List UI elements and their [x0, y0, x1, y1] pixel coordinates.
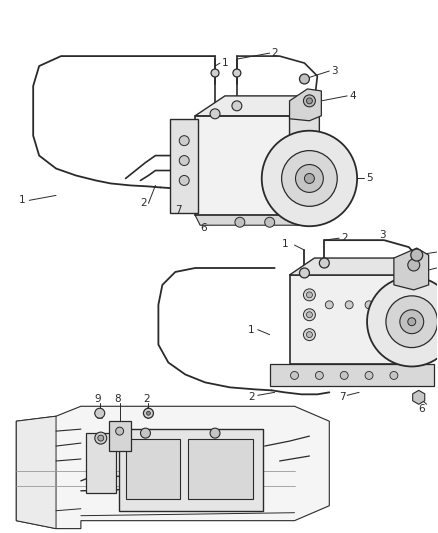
- Circle shape: [304, 95, 315, 107]
- Circle shape: [296, 165, 323, 192]
- Circle shape: [98, 435, 104, 441]
- FancyBboxPatch shape: [126, 439, 180, 499]
- Circle shape: [345, 301, 353, 309]
- Polygon shape: [16, 406, 329, 529]
- Text: 3: 3: [379, 230, 385, 240]
- Polygon shape: [413, 390, 425, 404]
- Circle shape: [365, 301, 373, 309]
- FancyBboxPatch shape: [170, 119, 198, 213]
- Circle shape: [146, 411, 150, 415]
- Polygon shape: [195, 96, 319, 116]
- Polygon shape: [404, 258, 414, 365]
- Polygon shape: [16, 416, 56, 529]
- Text: 1: 1: [282, 239, 288, 249]
- Circle shape: [179, 136, 189, 146]
- FancyBboxPatch shape: [119, 429, 263, 511]
- FancyBboxPatch shape: [195, 116, 290, 215]
- Circle shape: [340, 372, 348, 379]
- Text: 2: 2: [272, 48, 278, 58]
- Circle shape: [386, 296, 438, 348]
- Text: 2: 2: [248, 392, 254, 402]
- Text: 3: 3: [331, 66, 338, 76]
- Circle shape: [325, 301, 333, 309]
- Text: 4: 4: [349, 91, 356, 101]
- Text: 7: 7: [339, 392, 346, 402]
- Text: 2: 2: [144, 394, 150, 405]
- Circle shape: [95, 408, 105, 418]
- Circle shape: [235, 217, 245, 227]
- Circle shape: [390, 372, 398, 379]
- FancyBboxPatch shape: [290, 275, 404, 365]
- Polygon shape: [290, 96, 319, 215]
- Circle shape: [265, 217, 275, 227]
- Circle shape: [179, 175, 189, 185]
- Circle shape: [210, 109, 220, 119]
- Circle shape: [307, 98, 312, 104]
- Circle shape: [304, 329, 315, 341]
- Text: 5: 5: [366, 173, 373, 183]
- FancyBboxPatch shape: [188, 439, 253, 499]
- FancyBboxPatch shape: [86, 433, 116, 493]
- Circle shape: [300, 74, 309, 84]
- Text: 1: 1: [19, 196, 26, 205]
- Circle shape: [300, 268, 309, 278]
- Circle shape: [304, 289, 315, 301]
- Polygon shape: [290, 89, 321, 121]
- Circle shape: [144, 408, 153, 418]
- Circle shape: [141, 428, 150, 438]
- FancyBboxPatch shape: [109, 421, 131, 451]
- Circle shape: [365, 372, 373, 379]
- Circle shape: [262, 131, 357, 226]
- Text: 9: 9: [95, 394, 102, 405]
- Circle shape: [290, 372, 298, 379]
- Circle shape: [411, 249, 423, 261]
- Circle shape: [233, 69, 241, 77]
- FancyBboxPatch shape: [270, 365, 434, 386]
- Polygon shape: [394, 248, 429, 290]
- Circle shape: [319, 258, 329, 268]
- Circle shape: [408, 318, 416, 326]
- Text: 2: 2: [341, 233, 348, 243]
- Circle shape: [367, 277, 438, 367]
- Circle shape: [210, 428, 220, 438]
- Circle shape: [179, 156, 189, 166]
- Text: 4: 4: [417, 257, 424, 267]
- Circle shape: [116, 427, 124, 435]
- Circle shape: [408, 259, 420, 271]
- Circle shape: [307, 332, 312, 337]
- Circle shape: [304, 173, 314, 183]
- Circle shape: [307, 292, 312, 298]
- Text: 1: 1: [222, 58, 229, 68]
- Text: 6: 6: [200, 223, 207, 233]
- Circle shape: [211, 69, 219, 77]
- Text: 1: 1: [248, 325, 254, 335]
- Text: 5: 5: [419, 310, 425, 320]
- Circle shape: [307, 312, 312, 318]
- Circle shape: [304, 309, 315, 321]
- Circle shape: [282, 151, 337, 206]
- Text: 2: 2: [141, 198, 147, 208]
- Text: 7: 7: [175, 205, 182, 215]
- Circle shape: [400, 310, 424, 334]
- Text: 8: 8: [115, 394, 121, 405]
- Text: 6: 6: [419, 404, 425, 414]
- Polygon shape: [290, 258, 414, 275]
- Circle shape: [95, 432, 107, 444]
- Polygon shape: [195, 215, 300, 225]
- Circle shape: [315, 372, 323, 379]
- Circle shape: [232, 101, 242, 111]
